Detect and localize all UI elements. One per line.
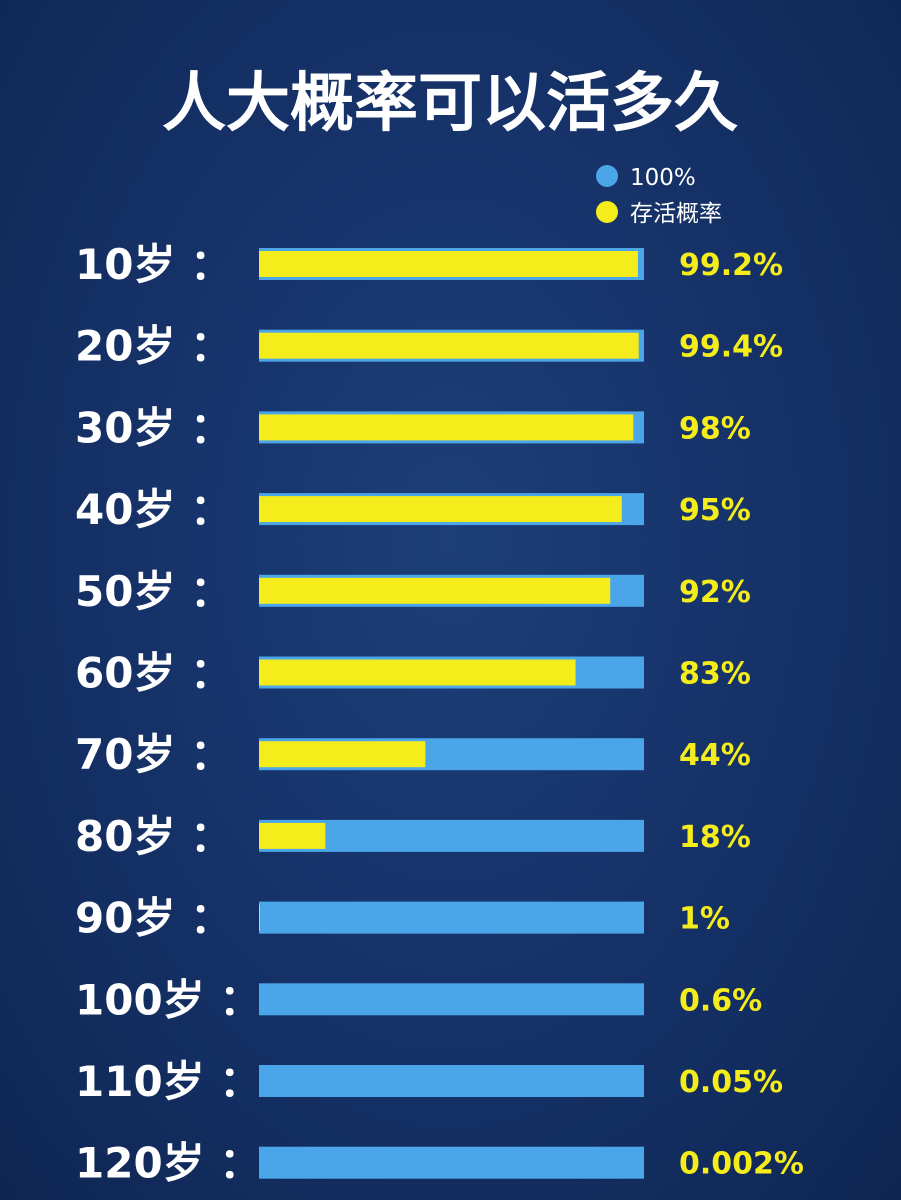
bar-survival (259, 659, 576, 686)
value-label: 0.002% (679, 1147, 804, 1182)
value-label: 92% (679, 575, 751, 610)
value-label: 44% (679, 738, 751, 773)
value-label: 98% (679, 411, 751, 446)
bar-full (259, 983, 644, 1016)
bar-survival (259, 822, 326, 849)
value-label: 99.2% (679, 248, 783, 283)
legend-swatch-survival (596, 201, 618, 223)
value-label: 1% (679, 902, 730, 937)
bar-full (259, 1065, 644, 1097)
bar-full (259, 1146, 644, 1179)
bar-survival (259, 741, 426, 768)
category-label: 70岁 ： (75, 730, 232, 779)
category-label: 40岁 ： (75, 485, 232, 534)
category-label: 80岁 ： (75, 812, 232, 861)
bar-survival (259, 496, 622, 523)
category-label: 90岁 ： (75, 894, 232, 943)
category-label: 50岁 ： (75, 567, 232, 616)
bar-survival (259, 332, 639, 359)
value-label: 0.6% (679, 983, 762, 1018)
category-label: 20岁 ： (75, 322, 232, 371)
value-label: 83% (679, 657, 751, 692)
legend-label-full: 100% (630, 165, 696, 191)
bar-survival (259, 414, 634, 441)
bar-survival (259, 251, 638, 277)
value-label: 18% (679, 820, 751, 855)
legend: 100% 存活概率 (596, 165, 722, 227)
bar-survival (259, 904, 260, 931)
category-label: 10岁 ： (75, 240, 232, 289)
value-label: 0.05% (679, 1065, 783, 1100)
category-label: 120岁 ： (75, 1139, 261, 1188)
category-label: 60岁 ： (75, 649, 232, 698)
legend-swatch-full (596, 165, 618, 187)
value-label: 99.4% (679, 330, 783, 365)
category-label: 100岁 ： (75, 975, 261, 1024)
category-label: 30岁 ： (75, 403, 232, 452)
bar-full (259, 901, 644, 934)
bar-rows: 10岁 ： 99.2% 20岁 ： 99.4% 30岁 ： 98% 40岁 ： 95% 50岁 … (75, 240, 804, 1188)
chart-title: 人大概率可以活多久 (162, 67, 738, 141)
bar-survival (259, 577, 611, 604)
value-label: 95% (679, 493, 751, 528)
legend-label-survival: 存活概率 (630, 201, 722, 227)
category-label: 110岁 ： (75, 1057, 261, 1106)
